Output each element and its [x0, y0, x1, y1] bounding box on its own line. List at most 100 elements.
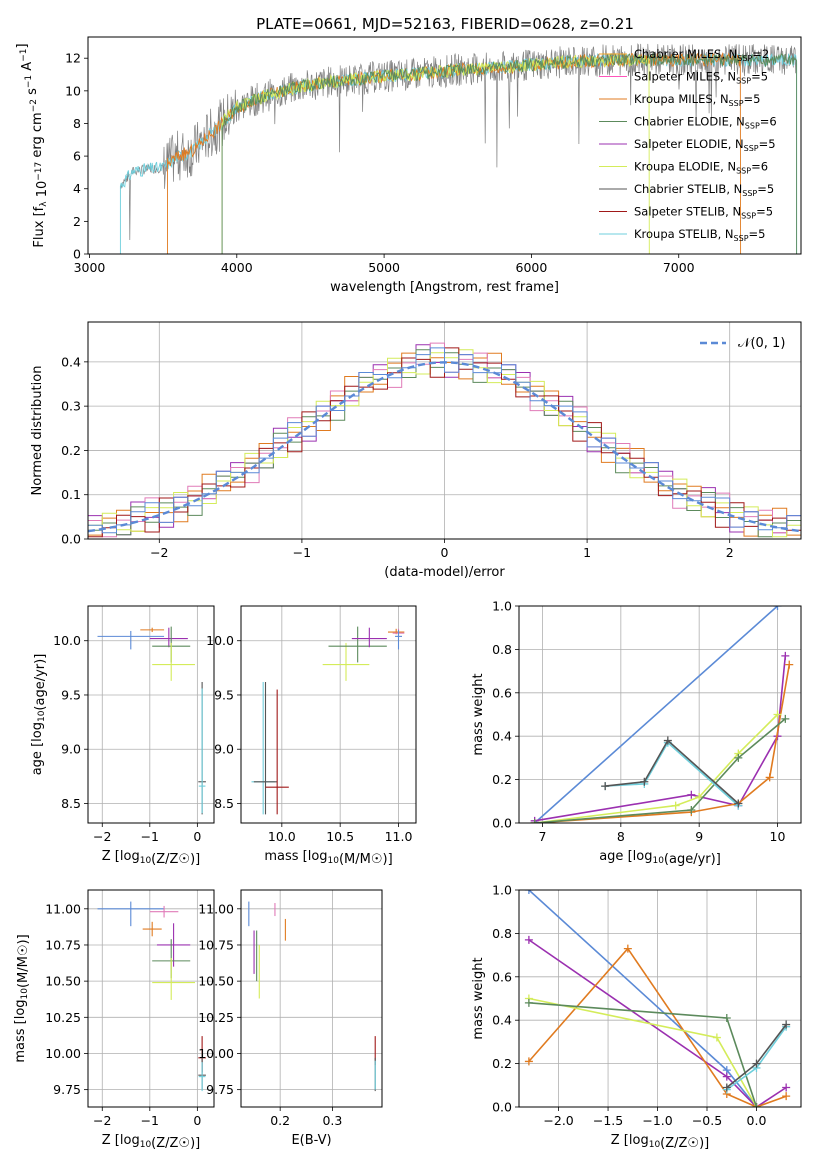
axes-frame	[518, 889, 802, 1108]
y-axis-label: mass [log10(M/M☉)]	[13, 934, 31, 1062]
x-tick-label: 3000	[74, 260, 106, 275]
y-tick-label: 12	[65, 51, 81, 66]
weight-marker	[781, 714, 790, 723]
x-tick-label: −1.5	[593, 1113, 623, 1128]
y-tick-label: 10.25	[198, 1010, 234, 1025]
y-axis-label: mass weight	[471, 957, 486, 1039]
y-tick-label: 10.25	[45, 1010, 81, 1025]
y-tick-label: 0.1	[61, 487, 81, 502]
plot-area	[97, 901, 206, 1092]
x-tick-label: 1	[583, 545, 591, 560]
x-tick-label: 5000	[368, 260, 400, 275]
x-tick-label: 0.2	[270, 1113, 290, 1128]
chart-weight-vs-age: 7 8 9 10 0.0 0.2 0.4 0.6 0.8 1.0 age [log10(age/yr…	[471, 599, 802, 867]
y-tick-label: 10.50	[45, 974, 81, 989]
y-tick-label: 6	[73, 149, 81, 164]
model-spectrum-line	[221, 52, 650, 254]
x-tick-label: −0.5	[692, 1113, 722, 1128]
y-tick-label: 2	[73, 214, 81, 229]
x-axis-label: Z [log10(Z/Z☉)]	[102, 1133, 200, 1151]
x-axis-label: Z [log10(Z/Z☉)]	[611, 1133, 709, 1151]
chart-age-vs-Z: −2 −1 0 8.5 9.0 9.5 10.0 Z [log10(Z/Z☉)] age [lo…	[30, 605, 215, 867]
y-tick-label: 0.8	[492, 642, 512, 657]
x-tick-label: 6000	[516, 260, 548, 275]
x-tick-label: 7	[539, 829, 547, 844]
x-tick-label: 8	[617, 829, 625, 844]
y-tick-label: 0.2	[492, 772, 512, 787]
legend-entry: Salpeter STELIB, NSSP=5	[634, 205, 773, 221]
weight-marker	[734, 753, 743, 762]
weight-marker	[530, 819, 539, 823]
y-tick-label: 10.50	[198, 974, 234, 989]
weight-marker	[734, 799, 743, 808]
weight-marker	[773, 710, 782, 719]
weight-marker	[640, 777, 649, 786]
y-tick-label: 0.6	[492, 685, 512, 700]
legend-entry: Salpeter ELODIE, NSSP=5	[634, 137, 776, 153]
plot-area	[97, 626, 206, 815]
axes-frame	[518, 605, 802, 824]
x-tick-label: 0.3	[322, 1113, 342, 1128]
legend-entry: Kroupa MILES, NSSP=5	[634, 92, 760, 108]
plot-area	[88, 342, 801, 539]
weight-marker	[752, 1059, 761, 1068]
x-axis-label: wavelength [Angstrom, rest frame]	[330, 280, 559, 295]
weight-marker	[722, 1083, 731, 1092]
y-tick-label: 9.75	[53, 1082, 81, 1097]
legend-entry: Salpeter MILES, NSSP=5	[634, 70, 768, 86]
x-tick-label: 10	[770, 829, 786, 844]
x-tick-label: 9	[695, 829, 703, 844]
legend: Chabrier MILES, NSSP=2 Salpeter MILES, NS…	[599, 47, 777, 243]
y-tick-label: 0.2	[492, 1056, 512, 1071]
axes-frame	[87, 36, 802, 255]
weight-marker	[722, 1014, 731, 1023]
weight-marker	[782, 1092, 791, 1101]
y-axis-label: Normed distribution	[30, 366, 45, 496]
y-axis-label: mass weight	[471, 673, 486, 755]
x-tick-label: −1	[141, 829, 159, 844]
y-tick-label: 10.75	[198, 937, 234, 952]
legend-entry: Kroupa STELIB, NSSP=5	[634, 227, 765, 243]
weight-marker	[782, 1020, 791, 1029]
y-tick-label: 0.6	[492, 969, 512, 984]
weight-marker	[671, 801, 680, 810]
chart-age-vs-mass: 10.0 10.5 11.0 8.5 9.0 9.5 10.0 mass [log10(M/M…	[206, 605, 417, 867]
chart-mass-vs-EBV: 0.2 0.3 9.75 10.00 10.25 10.50 10.75 11.00 E(B-V…	[198, 889, 383, 1148]
x-tick-label: 0	[193, 1113, 201, 1128]
x-tick-label: −1	[141, 1113, 159, 1128]
y-tick-label: 9.5	[214, 687, 234, 702]
x-tick-label: −1	[293, 545, 311, 560]
weight-marker	[524, 1057, 533, 1066]
x-tick-label: 0	[193, 829, 201, 844]
y-tick-label: 1.0	[492, 599, 512, 614]
axes-frame	[240, 889, 383, 1108]
x-axis-label: (data-model)/error	[384, 565, 505, 580]
y-tick-label: 4	[73, 181, 81, 196]
gaussian-curve	[88, 361, 801, 533]
y-tick-label: 0.2	[61, 443, 81, 458]
legend-entry: Chabrier ELODIE, NSSP=6	[634, 115, 777, 131]
x-axis-label: E(B-V)	[291, 1133, 331, 1148]
x-axis-label: mass [log10(M/M☉)]	[264, 849, 392, 867]
y-tick-label: 0.4	[492, 729, 512, 744]
y-tick-label: 0.3	[61, 399, 81, 414]
model-spectrum-line	[221, 51, 798, 254]
chart-residuals: −2 −1 0 1 2 0.0 0.1 0.2 0.3 0.4 𝒩(0, 1) (data-model…	[30, 321, 802, 580]
y-tick-label: 8	[73, 116, 81, 131]
axes-frame	[87, 889, 215, 1108]
y-tick-label: 0.0	[492, 1100, 512, 1115]
weight-marker	[601, 782, 610, 791]
weight-marker	[663, 736, 672, 745]
observed-spectrum-line	[120, 43, 797, 241]
chart-weight-vs-Z: −2.0 −1.5 −1.0 −0.5 0.0 0.0 0.2 0.4 0.6 0.8 1.0 Z […	[471, 883, 802, 1151]
weight-line	[534, 606, 779, 823]
histogram-step	[88, 347, 801, 539]
y-axis-label: Flux [fλ 10−17 erg cm−2 s−1 A−1]	[15, 43, 50, 247]
y-tick-label: 0.8	[492, 926, 512, 941]
y-tick-label: 10.0	[53, 633, 81, 648]
x-tick-label: 0	[441, 545, 449, 560]
plot-area	[251, 626, 405, 815]
weight-marker	[752, 1103, 761, 1107]
x-axis-label: Z [log10(Z/Z☉)]	[102, 849, 200, 867]
